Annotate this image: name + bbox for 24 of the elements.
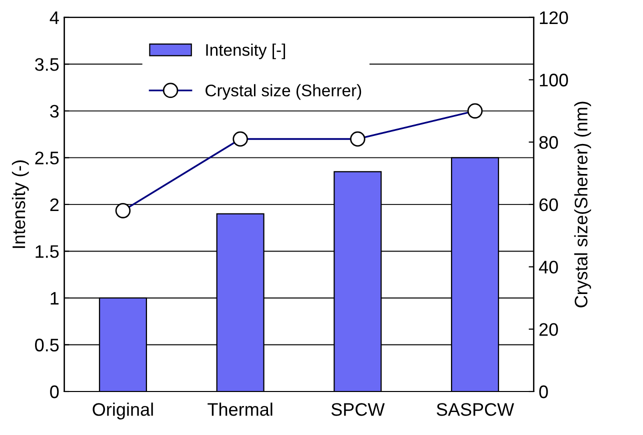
y2-tick-label: 80 (539, 136, 558, 149)
x-tick-label: SPCW (331, 403, 385, 416)
y-tick-label: 1 (50, 292, 59, 305)
y-tick-label: 3.5 (35, 58, 59, 71)
y2-tick-label: 0 (539, 385, 548, 398)
legend-label: Crystal size (Sherrer) (206, 84, 362, 100)
x-tick-label: Original (92, 402, 153, 420)
y-tick-label: 2.5 (35, 152, 59, 164)
y-tick-label: 3 (50, 104, 59, 118)
y-tick-label: 1.5 (36, 245, 59, 258)
y2-tick-label: 20 (539, 323, 558, 336)
y2-tick-label: 100 (540, 74, 568, 86)
y-tick-label: 2 (50, 198, 59, 211)
y-tick-label: 4 (50, 12, 59, 24)
y2-tick-label: 120 (540, 11, 568, 24)
y-tick-label: 0 (50, 385, 59, 398)
x-tick-label: Thermal (208, 402, 272, 416)
y-axis-title: Intensity (-) (12, 160, 29, 248)
y2-tick-label: 40 (538, 260, 558, 274)
legend-label: Intensity [-] (206, 44, 286, 60)
y2-axis-title: Crystal size(Sherrer) (nm) (574, 102, 592, 308)
y-tick-label: 0.5 (35, 338, 59, 352)
y2-tick-label: 60 (539, 198, 558, 212)
x-tick-label: SASPCW (436, 403, 514, 416)
